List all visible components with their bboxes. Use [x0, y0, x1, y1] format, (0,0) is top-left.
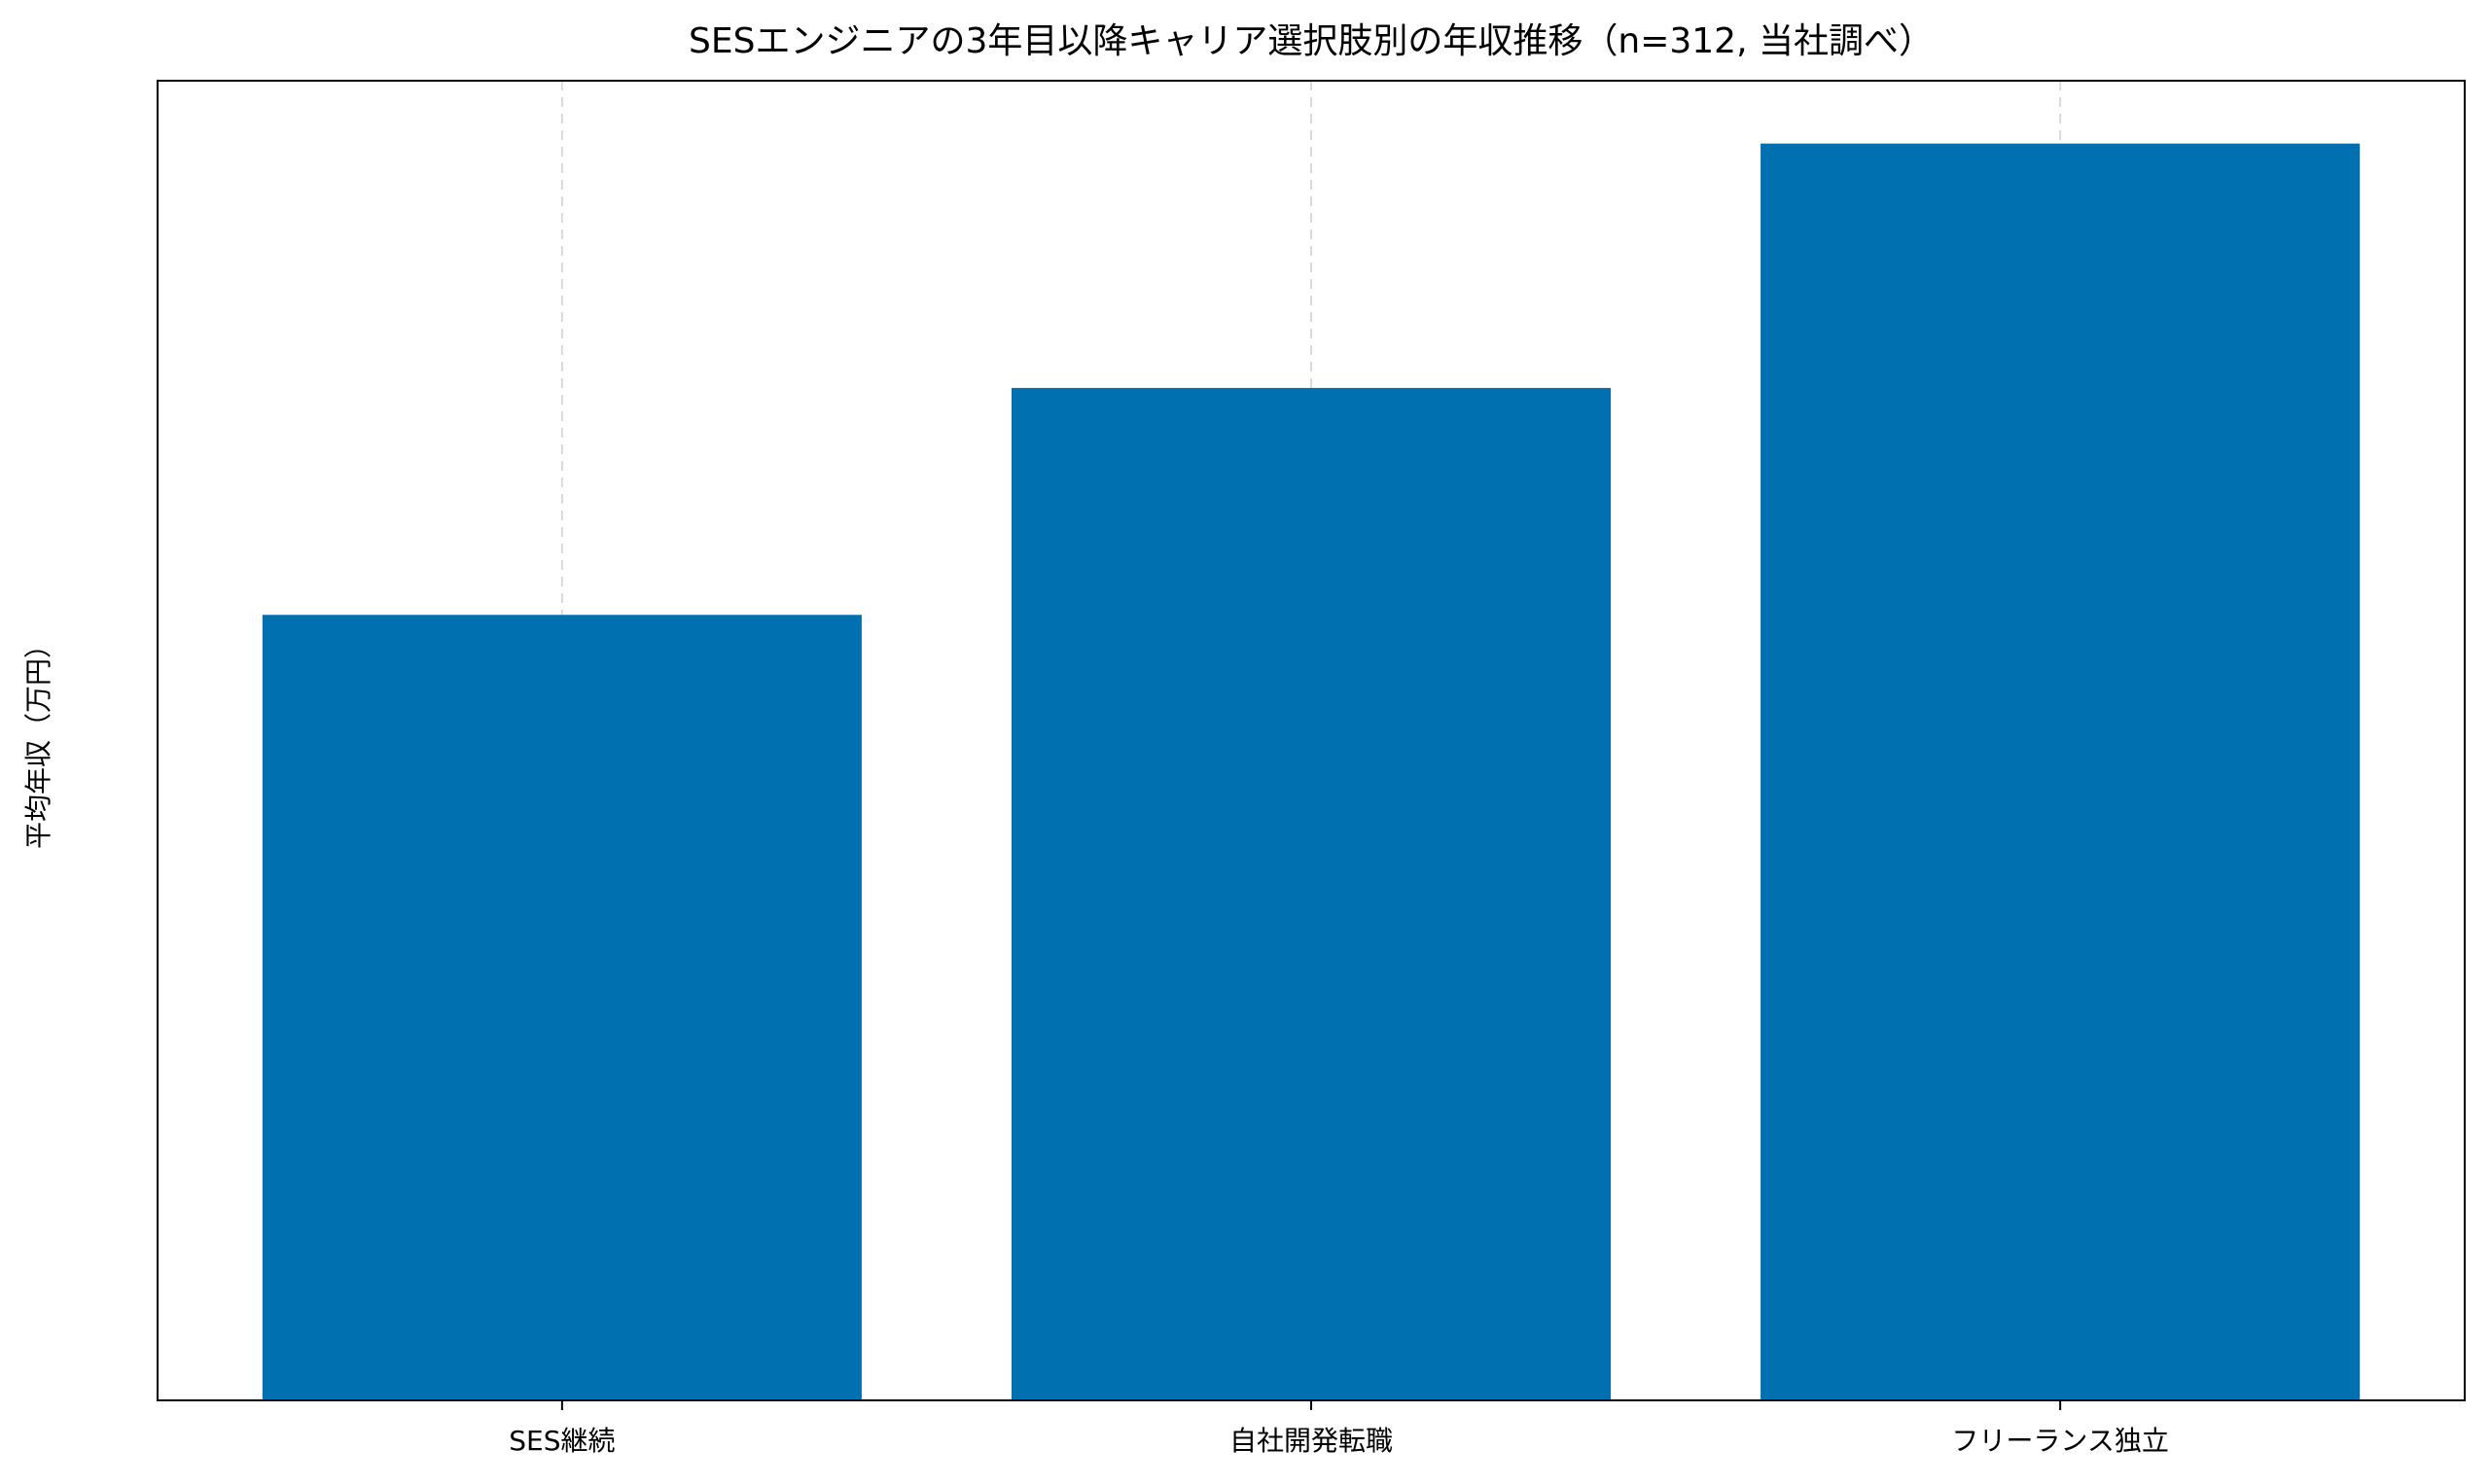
x-tick-label: 自社開発転職 [1229, 1425, 1393, 1457]
x-tick-label: SES継続 [509, 1425, 615, 1457]
bar [262, 615, 862, 1400]
plot-frame [157, 80, 2466, 1401]
bars [262, 143, 2361, 1401]
chart-title: SESエンジニアの3年目以降キャリア選択肢別の年収推移（n=312, 当社調べ） [689, 21, 1934, 61]
axes: SES継続 自社開発転職 フリーランス独立 [157, 80, 2466, 1457]
bar [1761, 143, 2361, 1401]
y-axis-label: 平均年収（万円） [22, 631, 54, 849]
bar [1011, 387, 1612, 1401]
x-tick-label: フリーランス独立 [1951, 1425, 2168, 1457]
